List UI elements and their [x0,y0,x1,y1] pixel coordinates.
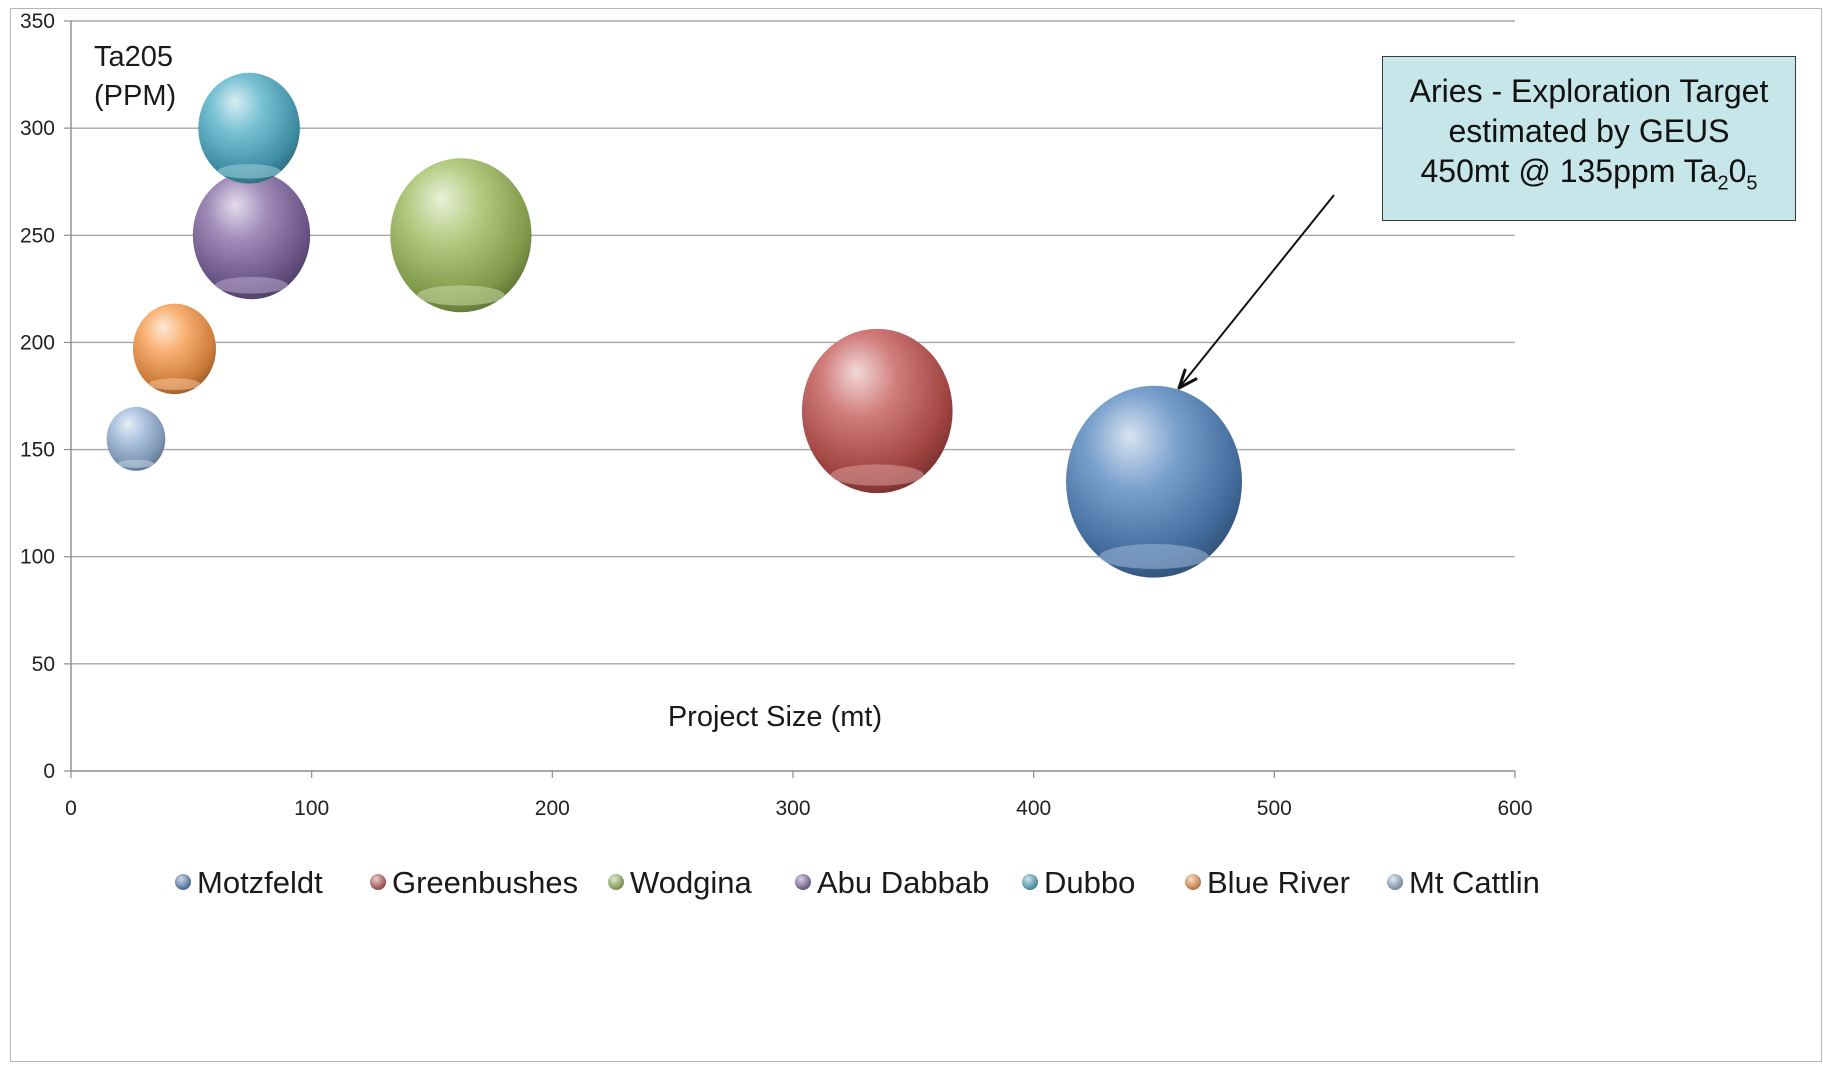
y-tick-label: 250 [20,224,55,247]
legend-item-abu-dabbab: Abu Dabbab [795,865,989,900]
y-axis-label-line2: (PPM) [94,80,176,112]
annotation-sub1: 2 [1717,172,1729,195]
y-axis-label-line1: Ta205 [94,41,173,73]
legend-label: Greenbushes [392,865,578,900]
bubble-greenbushes [801,328,953,494]
annotation-mid: 0 [1728,153,1747,189]
x-tick-label: 400 [1016,797,1051,820]
bubble-abu-dabbab [192,171,311,300]
bubble-blue-river [133,303,216,395]
x-tick-label: 0 [65,797,77,820]
legend-marker [1022,874,1038,890]
annotation-line3-text: 450mt @ 135ppm Ta [1420,153,1718,189]
x-tick-labels: 0 100 200 300 400 500 600 [65,797,1532,820]
annotation-arrow [1177,194,1335,390]
x-tick-label: 100 [294,797,329,820]
x-tick-label: 600 [1497,797,1532,820]
legend-marker [1185,874,1201,890]
x-axis-label: Project Size (mt) [668,701,882,733]
bubble-chart: 0 50 100 150 200 250 300 350 0 100 200 300 400 500 60… [20,10,1540,900]
bubbles [106,72,1242,578]
legend-label: Blue River [1207,865,1350,900]
x-tick-label: 500 [1257,797,1292,820]
legend-marker [608,874,624,890]
bubble-wodgina [390,158,532,313]
legend-label: Mt Cattlin [1409,865,1540,900]
y-tick-label: 50 [32,653,55,676]
annotation-sub2: 5 [1746,172,1758,195]
annotation-line2: estimated by GEUS [1448,113,1730,149]
x-tick-label: 200 [535,797,570,820]
legend-label: Abu Dabbab [817,865,989,900]
legend-item-motzfeldt: Motzfeldt [175,865,323,900]
legend-item-dubbo: Dubbo [1022,865,1135,900]
y-tick-label: 100 [20,546,55,569]
legend-label: Motzfeldt [197,865,323,900]
legend-label: Wodgina [630,865,753,900]
legend-marker [795,874,811,890]
x-tick-label: 300 [775,797,810,820]
y-tick-label: 300 [20,117,55,140]
axes [64,20,1516,778]
legend-marker [1387,874,1403,890]
y-tick-labels: 0 50 100 150 200 250 300 350 [20,10,55,783]
y-tick-label: 350 [20,10,55,33]
annotation-callout: Aries - Exploration Target estimated by … [1382,56,1796,221]
gridlines [71,20,1515,665]
legend-item-blue-river: Blue River [1185,865,1350,900]
annotation-line1: Aries - Exploration Target [1409,73,1769,109]
legend-item-greenbushes: Greenbushes [370,865,578,900]
y-tick-label: 150 [20,439,55,462]
annotation-line3: 450mt @ 135ppm Ta205 [1383,151,1795,195]
bubble-dubbo [198,72,300,184]
legend-item-wodgina: Wodgina [608,865,753,900]
legend-item-mt-cattlin: Mt Cattlin [1387,865,1540,900]
legend: Motzfeldt Greenbushes Wodgina Abu Dabbab Dub… [175,865,1540,900]
legend-marker [175,874,191,890]
y-tick-label: 0 [43,760,55,783]
legend-marker [370,874,386,890]
bubble-motzfeldt [1066,385,1242,578]
y-tick-label: 200 [20,331,55,354]
bubble-mt-cattlin [106,406,166,471]
legend-label: Dubbo [1044,865,1135,900]
